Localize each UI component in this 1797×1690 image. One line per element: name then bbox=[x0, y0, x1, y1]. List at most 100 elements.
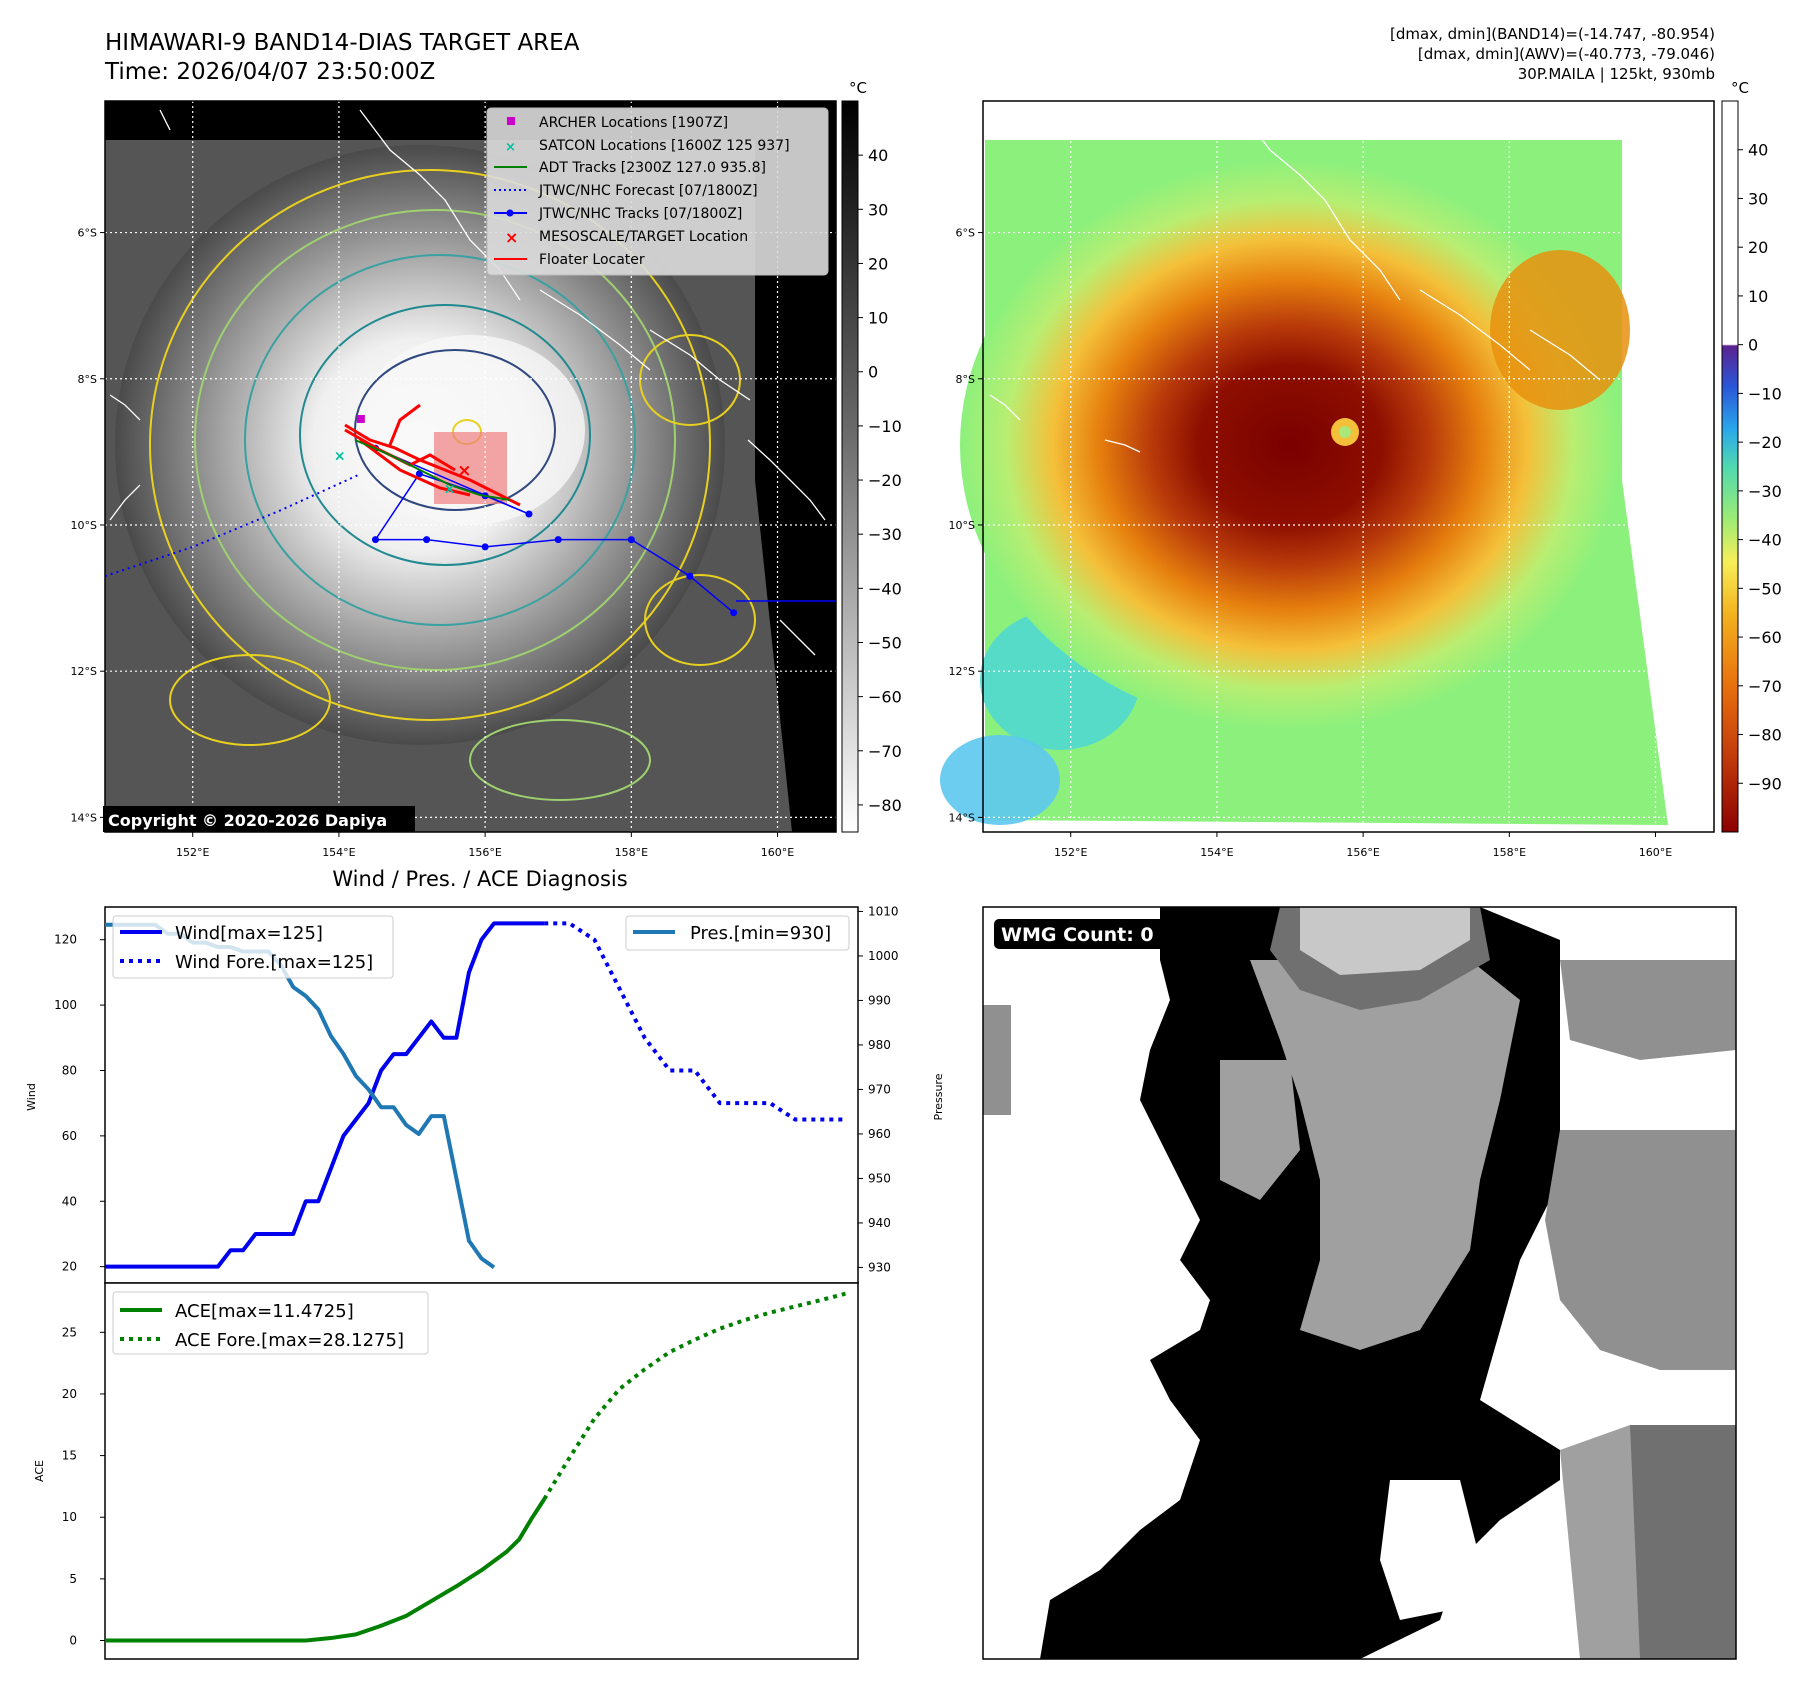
pressure-tick-label: 1000 bbox=[868, 949, 899, 963]
ir-colorbar-tick-label: −20 bbox=[868, 471, 902, 490]
wmg-cloud-mask bbox=[983, 907, 1736, 1659]
ir-coastlines bbox=[109, 109, 826, 656]
ace-tick-label: 0 bbox=[69, 1634, 77, 1648]
ir-lat-tick-label: 6°S bbox=[78, 227, 97, 240]
ir-lon-tick-label: 156°E bbox=[468, 846, 501, 859]
ace-fore-legend-label: ACE Fore.[max=28.1275] bbox=[175, 1330, 404, 1351]
wv-colorbar: °C 40 30 20 10 0 −10 −20 −30 −40 −50 −60 −70 −80 −90 bbox=[1721, 79, 1782, 833]
info-line2: [dmax, dmin](AWV)=(-40.773, -79.046) bbox=[1418, 45, 1715, 63]
ir-colorbar-unit: °C bbox=[849, 79, 867, 97]
wind-tick-label: 60 bbox=[62, 1129, 77, 1143]
legend-floater-label: Floater Locater bbox=[539, 252, 645, 268]
figure-title-line2: Time: 2026/04/07 23:50:00Z bbox=[104, 59, 435, 85]
wv-colorbar-tick-label: −10 bbox=[1748, 384, 1782, 403]
wind-series-line bbox=[105, 921, 545, 1269]
ir-map-frame bbox=[104, 100, 837, 833]
pressure-tick-label: 950 bbox=[868, 1171, 891, 1185]
ir-colorbar-tick-label: −60 bbox=[868, 688, 902, 707]
wv-lon-tick-label: 154°E bbox=[1200, 846, 1233, 859]
wv-colorbar-bar bbox=[1721, 100, 1739, 833]
jtwc-forecast-line bbox=[104, 472, 362, 578]
legend-jtwc-track: JTWC/NHC Tracks [07/1800Z] bbox=[494, 206, 742, 222]
wv-lon-tick-label: 158°E bbox=[1493, 846, 1526, 859]
wv-lat-tick-label: 8°S bbox=[956, 373, 975, 386]
ir-map-lon-ticks: 152°E 154°E 156°E 158°E 160°E bbox=[176, 832, 794, 859]
satcon-location-point: × bbox=[444, 481, 456, 497]
pressure-tick-label: 960 bbox=[868, 1127, 891, 1141]
wv-colorbar-tick-label: 30 bbox=[1748, 189, 1768, 208]
wind-axis-label: Wind bbox=[25, 1083, 38, 1111]
copyright-bg bbox=[103, 806, 415, 832]
ace-panel: 0 5 10 15 20 25 ACE ACE[max=11.4725] ACE Fore… bbox=[33, 1282, 859, 1660]
wv-lat-tick-label: 10°S bbox=[949, 519, 975, 532]
legend-satcon-label: SATCON Locations [1600Z 125 937] bbox=[539, 138, 790, 154]
wind-pressure-panel: 20 40 60 80 100 120 930 940 950 960 970 980 990 1000… bbox=[25, 904, 945, 1284]
wmg-frame bbox=[982, 906, 1737, 1660]
wv-eye-center bbox=[1339, 426, 1351, 438]
wind-tick-label: 100 bbox=[54, 998, 77, 1012]
archer-location-point bbox=[356, 414, 365, 423]
ir-colorbar-tick-label: −70 bbox=[868, 742, 902, 761]
legend-archer-label: ARCHER Locations [1907Z] bbox=[539, 115, 728, 131]
wv-colorbar-tick-label: −40 bbox=[1748, 531, 1782, 550]
jtwc-track-point bbox=[415, 470, 423, 478]
wv-colorbar-tick-label: −90 bbox=[1748, 774, 1782, 793]
jtwc-track-point bbox=[423, 536, 431, 544]
wind-forecast-series-line bbox=[544, 921, 846, 1122]
pressure-tick-label: 990 bbox=[868, 993, 891, 1007]
wv-map-panel bbox=[940, 100, 1715, 833]
wmg-panel: WMG Count: 0 bbox=[982, 906, 1737, 1660]
ir-colorbar-bar bbox=[841, 100, 859, 833]
wv-colorbar-tick-label: −70 bbox=[1748, 677, 1782, 696]
diagnosis-title: Wind / Pres. / ACE Diagnosis bbox=[332, 867, 627, 891]
ir-colorbar-tick-label: −10 bbox=[868, 417, 902, 436]
ir-colorbar-tick-label: −80 bbox=[868, 796, 902, 815]
ir-colorbar-tick-label: 0 bbox=[868, 363, 878, 382]
wv-colorbar-tick-label: −30 bbox=[1748, 482, 1782, 501]
ir-lat-tick-label: 12°S bbox=[71, 665, 97, 678]
wv-colorbar-tick-label: −20 bbox=[1748, 433, 1782, 452]
wv-map-frame bbox=[982, 100, 1715, 833]
ace-legend: ACE[max=11.4725] ACE Fore.[max=28.1275] bbox=[112, 1291, 429, 1355]
wv-colorbar-tick-label: −80 bbox=[1748, 726, 1782, 745]
pressure-tick-label: 970 bbox=[868, 1082, 891, 1096]
ir-colorbar-tick-label: −30 bbox=[868, 525, 902, 544]
ir-colorbar: °C 40 30 20 10 0 −10 −20 −30 −40 −50 −60 −70 −80 bbox=[841, 79, 902, 833]
ace-tick-label: 5 bbox=[69, 1572, 77, 1586]
figure-title-line1: HIMAWARI-9 BAND14-DIAS TARGET AREA bbox=[105, 30, 580, 56]
legend-jtwc-forecast-label: JTWC/NHC Forecast [07/1800Z] bbox=[538, 183, 758, 199]
wv-lon-tick-label: 152°E bbox=[1054, 846, 1087, 859]
jtwc-track-dot-swatch bbox=[506, 209, 514, 217]
wind-tick-label: 20 bbox=[62, 1260, 77, 1274]
ir-core bbox=[355, 335, 585, 525]
ir-lat-tick-label: 14°S bbox=[71, 811, 97, 824]
pressure-tick-label: 930 bbox=[868, 1260, 891, 1274]
pressure-tick-label: 940 bbox=[868, 1216, 891, 1230]
ir-colorbar-tick-label: 40 bbox=[868, 146, 888, 165]
pressure-legend-label: Pres.[min=930] bbox=[690, 923, 831, 944]
archer-square-marker bbox=[507, 117, 515, 125]
legend-floater: Floater Locater bbox=[494, 252, 645, 268]
legend-target: × MESOSCALE/TARGET Location bbox=[505, 228, 748, 247]
wv-colorbar-tick-label: 10 bbox=[1748, 287, 1768, 306]
ir-map-panel: ×× × Copyright © 2020-2026 Dapiya ARCHER… bbox=[103, 100, 837, 833]
wv-map-gridlines bbox=[983, 101, 1714, 832]
info-line3: 30P.MAILA | 125kt, 930mb bbox=[1518, 65, 1715, 83]
ir-map-lat-ticks: 6°S 8°S 10°S 12°S 14°S bbox=[71, 227, 105, 824]
wind-tick-label: 40 bbox=[62, 1194, 77, 1208]
copyright-text: Copyright © 2020-2026 Dapiya bbox=[108, 811, 387, 830]
ace-legend-box bbox=[112, 1291, 429, 1355]
wv-lat-tick-label: 14°S bbox=[949, 811, 975, 824]
ir-lon-tick-label: 154°E bbox=[322, 846, 355, 859]
map-legend: ARCHER Locations [1907Z] × SATCON Locati… bbox=[486, 107, 829, 276]
wv-cold-region bbox=[1490, 250, 1630, 410]
jtwc-track-point bbox=[525, 510, 533, 518]
ace-tick-label: 10 bbox=[62, 1510, 77, 1524]
legend-archer: ARCHER Locations [1907Z] bbox=[507, 115, 728, 131]
wv-coastlines bbox=[989, 109, 1601, 453]
legend-satcon: × SATCON Locations [1600Z 125 937] bbox=[505, 138, 790, 155]
wind-tick-label: 80 bbox=[62, 1063, 77, 1077]
pressure-legend: Pres.[min=930] bbox=[625, 915, 850, 951]
pressure-axis-label: Pressure bbox=[932, 1073, 945, 1120]
